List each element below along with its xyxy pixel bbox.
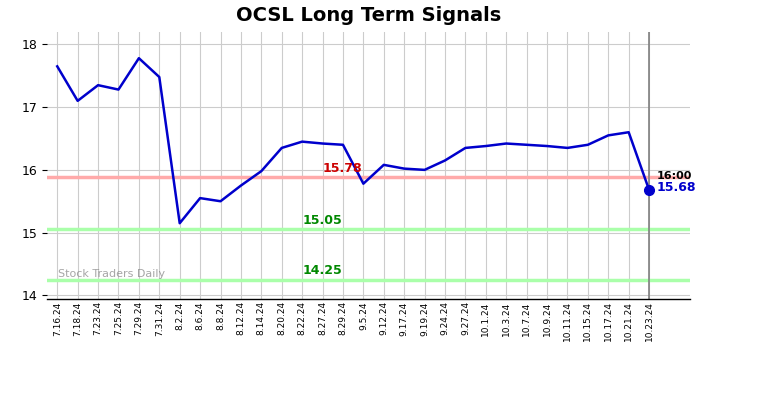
Text: 16:00: 16:00 [656, 171, 691, 181]
Title: OCSL Long Term Signals: OCSL Long Term Signals [236, 6, 501, 25]
Text: Stock Traders Daily: Stock Traders Daily [58, 269, 165, 279]
Text: 15.05: 15.05 [302, 214, 342, 227]
Text: 14.25: 14.25 [302, 264, 342, 277]
Text: 15.78: 15.78 [322, 162, 362, 176]
Text: 15.68: 15.68 [656, 181, 695, 194]
